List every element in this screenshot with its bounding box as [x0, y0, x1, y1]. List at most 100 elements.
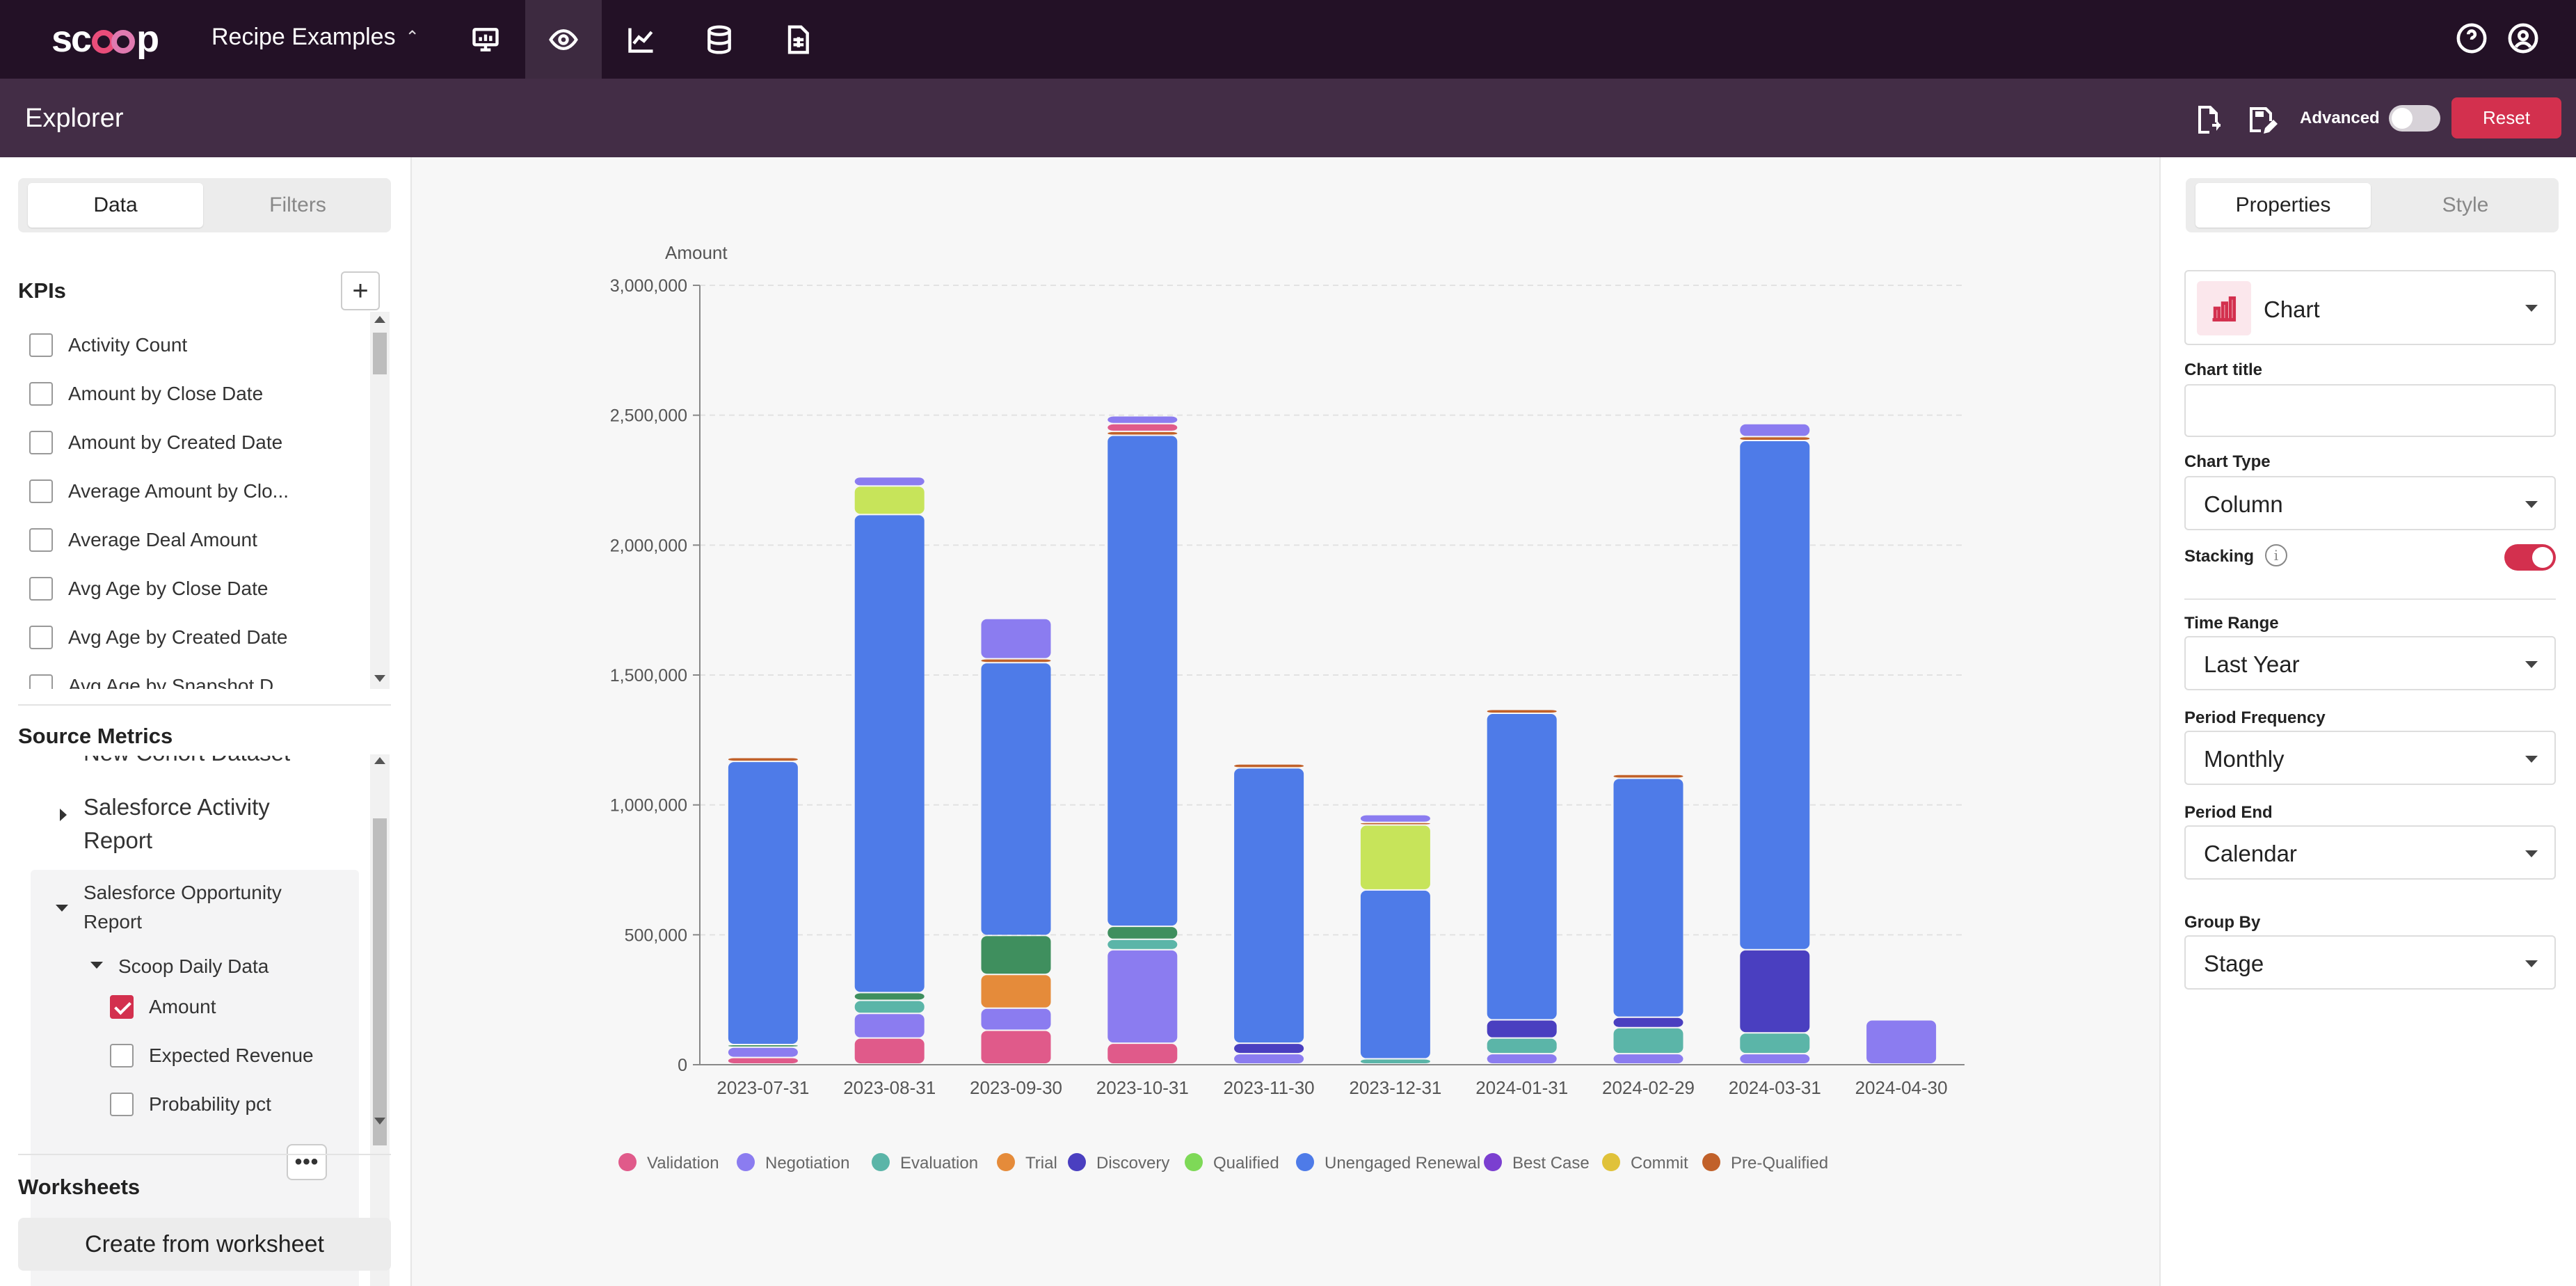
- kpi-item[interactable]: Activity Count: [29, 331, 187, 359]
- opportunity-group: [31, 870, 359, 1286]
- right-panel: Properties Style Chart Chart title Chart…: [2159, 157, 2576, 1286]
- save-icon[interactable]: [2244, 103, 2278, 136]
- info-icon[interactable]: i: [2265, 544, 2287, 566]
- tree-item-opportunity-line2[interactable]: Report: [83, 911, 143, 932]
- chart-title-input[interactable]: [2184, 384, 2556, 437]
- bar-segment: [1740, 950, 1810, 1033]
- bar-segment: [728, 762, 798, 1044]
- checkbox[interactable]: [29, 577, 53, 601]
- help-icon[interactable]: [2456, 22, 2490, 57]
- bar-segment: [1613, 775, 1683, 778]
- time-range-select[interactable]: Last Year: [2184, 636, 2556, 690]
- kpi-item[interactable]: Amount by Created Date: [29, 429, 282, 457]
- x-tick-label: 2023-10-31: [1096, 1077, 1189, 1098]
- divider: [2184, 598, 2556, 600]
- tree-item-activity[interactable]: Salesforce Activity: [83, 794, 270, 820]
- time-range-label: Time Range: [2184, 614, 2279, 633]
- bar-segment: [1866, 1020, 1937, 1063]
- stacking-label: Stacking: [2184, 547, 2255, 566]
- period-frequency-select[interactable]: Monthly: [2184, 731, 2556, 785]
- expand-right-icon[interactable]: [60, 809, 67, 821]
- kpi-scrollbar[interactable]: [370, 312, 390, 689]
- advanced-label: Advanced: [2300, 109, 2380, 127]
- bar-segment: [854, 993, 925, 1000]
- export-icon[interactable]: [2191, 103, 2225, 136]
- tab-data[interactable]: Data: [28, 183, 203, 228]
- legend-label: Pre-Qualified: [1731, 1154, 1828, 1173]
- scroll-up-icon[interactable]: [374, 757, 385, 764]
- source-metrics-heading: Source Metrics: [18, 724, 173, 748]
- checkbox[interactable]: [29, 333, 53, 357]
- tree-item-scoop-daily[interactable]: Scoop Daily Data: [118, 955, 269, 977]
- tree-item-activity-line2[interactable]: Report: [83, 827, 153, 853]
- bar-segment: [1487, 1054, 1557, 1063]
- source-scroll-thumb[interactable]: [373, 818, 387, 1145]
- scroll-down-icon[interactable]: [374, 1118, 385, 1125]
- period-end-select[interactable]: Calendar: [2184, 825, 2556, 880]
- advanced-toggle[interactable]: [2389, 105, 2440, 132]
- bar-segment: [1107, 939, 1178, 949]
- checkbox[interactable]: [29, 479, 53, 503]
- tab-style[interactable]: Style: [2442, 193, 2489, 216]
- checkbox[interactable]: [29, 528, 53, 552]
- checkbox[interactable]: [29, 431, 53, 454]
- line-chart-icon[interactable]: [603, 0, 680, 79]
- legend-marker: [1484, 1153, 1502, 1171]
- database-icon[interactable]: [681, 0, 758, 79]
- tab-properties[interactable]: Properties: [2195, 183, 2371, 228]
- metric-label: Probability pct: [149, 1093, 271, 1115]
- checkbox-checked[interactable]: [110, 995, 134, 1019]
- kpi-item[interactable]: Avg Age by Created Date: [29, 624, 287, 651]
- visual-type-selector[interactable]: Chart: [2184, 270, 2556, 345]
- checkbox[interactable]: [29, 382, 53, 406]
- metric-item[interactable]: Amount: [110, 993, 216, 1021]
- metric-label: Amount: [149, 996, 216, 1017]
- properties-style-switch: Properties Style: [2186, 178, 2559, 232]
- bar-segment: [1234, 1054, 1304, 1063]
- kpi-scroll-thumb[interactable]: [373, 333, 387, 374]
- workspace-selector[interactable]: Recipe Examples ⌃: [211, 24, 419, 51]
- expand-down-icon[interactable]: [90, 962, 103, 969]
- metric-item[interactable]: Probability pct: [110, 1090, 271, 1118]
- reset-button[interactable]: Reset: [2451, 97, 2561, 138]
- kpi-item[interactable]: Avg Age by Close Date: [29, 575, 268, 603]
- expand-down-icon[interactable]: [56, 905, 68, 912]
- x-tick-label: 2023-12-31: [1349, 1077, 1441, 1098]
- scroll-up-icon[interactable]: [374, 316, 385, 323]
- checkbox[interactable]: [110, 1044, 134, 1067]
- scroll-down-icon[interactable]: [374, 675, 385, 682]
- divider: [18, 704, 391, 706]
- tree-item-opportunity[interactable]: Salesforce Opportunity: [83, 882, 282, 903]
- kpi-label: Average Deal Amount: [68, 529, 257, 550]
- sheet-icon[interactable]: [759, 0, 835, 79]
- stacking-toggle[interactable]: [2504, 544, 2556, 571]
- kpi-item[interactable]: Average Deal Amount: [29, 526, 257, 554]
- user-icon[interactable]: [2507, 22, 2542, 57]
- tab-filters[interactable]: Filters: [269, 193, 326, 216]
- legend-marker: [1185, 1153, 1203, 1171]
- stacked-column-chart: 0 500,000 1,000,000 1,500,000 2,000,000 2,500…: [610, 242, 1965, 1173]
- group-by-select[interactable]: Stage: [2184, 935, 2556, 990]
- tree-item-cohort[interactable]: New Cohort Dataset: [83, 756, 290, 770]
- kpis-heading: KPIs: [18, 278, 66, 303]
- y-tick-label: 2,500,000: [610, 406, 687, 426]
- bar-segment: [728, 1045, 798, 1047]
- more-options-button[interactable]: •••: [287, 1144, 327, 1180]
- legend-marker: [1602, 1153, 1620, 1171]
- workspace-name: Recipe Examples: [211, 24, 396, 50]
- add-kpi-button[interactable]: +: [341, 271, 380, 310]
- kpi-label: Avg Age by Created Date: [68, 626, 288, 648]
- checkbox[interactable]: [29, 626, 53, 649]
- metric-item[interactable]: Expected Revenue: [110, 1042, 314, 1070]
- y-tick-label: 1,000,000: [610, 796, 687, 816]
- checkbox[interactable]: [110, 1093, 134, 1116]
- create-from-worksheet-button[interactable]: Create from worksheet: [18, 1218, 391, 1271]
- chart-type-select[interactable]: Column: [2184, 476, 2556, 530]
- chevron-down-icon: [2525, 850, 2538, 857]
- kpi-item[interactable]: Amount by Close Date: [29, 380, 263, 408]
- kpi-item[interactable]: Average Amount by Clo...: [29, 477, 289, 505]
- eye-icon[interactable]: [525, 0, 602, 79]
- scoop-logo[interactable]: sc p: [51, 18, 159, 60]
- presentation-icon[interactable]: [447, 0, 524, 79]
- y-tick-label: 1,500,000: [610, 666, 687, 685]
